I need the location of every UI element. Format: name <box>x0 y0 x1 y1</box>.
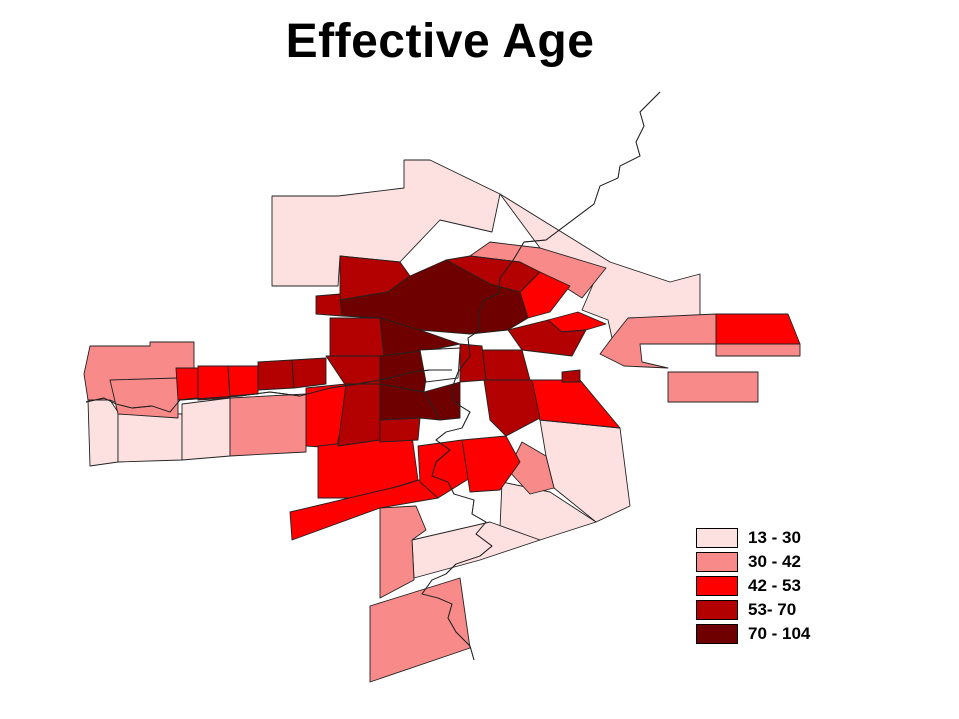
legend-label: 30 - 42 <box>748 552 801 571</box>
legend-item: 42 - 53 <box>696 576 876 598</box>
region-sw-central <box>229 393 307 457</box>
region-west-mid <box>109 377 179 419</box>
region-south-tip <box>369 577 471 683</box>
region-east-detached-2 <box>715 343 801 357</box>
legend-item: 30 - 42 <box>696 552 876 574</box>
region-core-1 <box>339 259 529 335</box>
legend-item: 53- 70 <box>696 600 876 622</box>
region-north <box>271 159 501 287</box>
region-west-red-1 <box>175 367 199 401</box>
region-west-dark-2 <box>291 357 327 389</box>
region-west-red-3 <box>227 365 259 397</box>
region-east-detached-3 <box>667 371 759 403</box>
region-core-4 <box>379 383 441 421</box>
region-central-dark-1 <box>329 317 385 357</box>
rivers <box>85 91 661 661</box>
legend-swatch <box>696 576 738 596</box>
regions-class-4 <box>257 255 587 447</box>
region-east-mid-red <box>715 313 801 345</box>
legend-item: 70 - 104 <box>696 624 876 646</box>
legend-swatch <box>696 624 738 644</box>
region-west-a <box>117 411 183 463</box>
region-east-small-dark <box>561 369 581 383</box>
region-core-5 <box>423 381 461 421</box>
region-north-dark-2 <box>315 293 343 317</box>
regions-class-5 <box>339 259 529 421</box>
legend-label: 42 - 53 <box>748 576 801 595</box>
region-center-south-dark <box>379 417 421 443</box>
region-west-dark-1 <box>257 359 295 391</box>
region-south-red-1 <box>417 439 471 499</box>
legend-swatch <box>696 552 738 572</box>
legend-item: 13 - 30 <box>696 528 876 550</box>
region-west-outer <box>87 399 119 467</box>
region-south-long <box>379 505 427 599</box>
region-east-dark-3 <box>483 379 541 437</box>
region-west-red-2 <box>197 365 231 401</box>
assiniboine-river-core <box>85 369 452 413</box>
legend-label: 53- 70 <box>748 600 797 619</box>
regions-class-3 <box>175 271 801 541</box>
region-center-east-dark <box>459 343 487 383</box>
map-title: Effective Age <box>285 15 595 68</box>
central-gap <box>419 347 461 383</box>
legend-label: 70 - 104 <box>748 624 811 643</box>
region-south-red-2 <box>461 435 521 493</box>
region-core-2 <box>379 317 461 357</box>
legend-swatch <box>696 600 738 620</box>
regions-class-2 <box>83 241 801 683</box>
legend-label: 13 - 30 <box>748 528 801 547</box>
legend-swatch <box>696 528 738 548</box>
region-east-dark-2 <box>481 349 531 381</box>
red-river-core <box>421 91 661 661</box>
region-west-b <box>181 397 231 461</box>
